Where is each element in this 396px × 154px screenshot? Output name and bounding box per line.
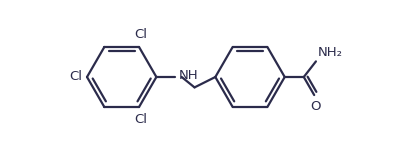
Text: Cl: Cl <box>134 28 147 41</box>
Text: Cl: Cl <box>134 113 147 126</box>
Text: NH: NH <box>179 69 198 82</box>
Text: Cl: Cl <box>69 71 82 83</box>
Text: NH₂: NH₂ <box>318 46 343 59</box>
Text: O: O <box>311 99 321 113</box>
